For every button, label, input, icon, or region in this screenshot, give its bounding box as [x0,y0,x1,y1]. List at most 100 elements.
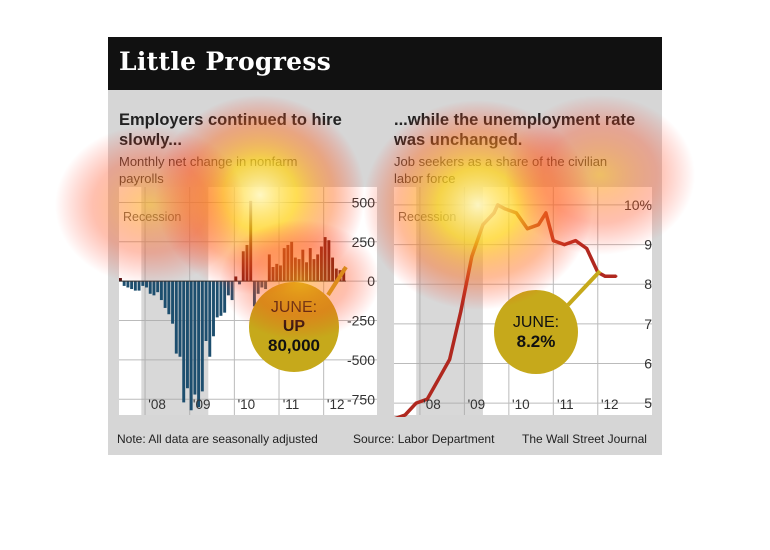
payroll-bar [308,248,312,282]
payroll-bar [189,281,193,411]
right-x-tick-label: '09 [468,397,486,412]
unemployment-point [574,239,577,242]
payroll-bar [193,281,197,395]
left-x-tick-label: '12 [327,397,345,412]
left-subhead: Monthly net change in nonfarm payrolls [119,154,298,186]
payroll-bar [256,281,260,294]
payroll-bar [152,281,156,296]
payroll-bar [126,281,130,288]
payrolls-chart: 500 250 0 -250 -500 -750 '08 '09 '10 '11 '12 Reces… [119,187,377,415]
payroll-bar [122,281,126,286]
unemployment-point [563,243,566,246]
left-callout-line-3: 80,000 [268,336,320,355]
right-headline: ...while the unemployment rate was uncha… [394,110,654,150]
unemployment-point [492,211,496,215]
payroll-bar [241,251,245,282]
right-recession-label: Recession [398,210,456,224]
left-y-tick-label: 0 [367,273,375,289]
right-y-tick-label: 5 [644,395,652,411]
payroll-bar [200,281,204,392]
left-y-tick-label: -750 [347,391,375,407]
payroll-bar [267,254,271,282]
left-y-tick-label: 500 [352,194,376,210]
unemployment-point [592,263,596,266]
title-bar: Little Progress [108,37,662,90]
payroll-bar [279,265,282,282]
payroll-bar [245,244,249,282]
unemployment-point [481,223,485,226]
payroll-bar [286,244,290,282]
right-headline-emphasis: unchanged. [429,131,523,149]
payroll-bar [185,281,189,389]
payroll-bar [145,281,148,288]
payroll-bar [133,281,137,291]
left-callout-line-1: JUNE: [271,299,317,316]
left-x-tick-label: '08 [148,397,166,412]
right-callout-line-2: 8.2% [517,332,556,351]
right-x-tick-label: '12 [601,397,619,412]
payroll-bar [327,240,331,282]
payroll-bar [167,281,171,315]
unemployment-point [426,397,429,401]
payroll-bar [141,281,145,286]
right-subhead: Job seekers as a share of the civilian l… [394,154,608,186]
payroll-bar [148,281,152,294]
unemployment-chart: 10% 9 8 7 6 5 '08 '09 '10 '11 '12 Recession JUNE: … [394,187,652,417]
payroll-bar [197,281,201,408]
payroll-bar [301,249,305,282]
payroll-bar [230,281,234,301]
left-y-tick-label: 250 [352,234,376,250]
payroll-bar [226,281,230,296]
payroll-bar [204,281,208,341]
payroll-bar [234,276,238,282]
right-callout-bubble [494,290,578,374]
left-headline: Employers continued to hire slowly... [119,111,342,149]
payroll-bar [260,281,264,288]
left-x-tick-label: '09 [193,397,211,412]
right-x-tick-label: '08 [423,397,441,412]
unemployment-point [544,211,548,215]
figure: Little Progress Employers continued to h… [108,37,662,455]
payroll-bar [249,200,253,282]
unemployment-point [611,275,614,278]
footer-note: Note: All data are seasonally adjusted [117,432,318,446]
unemployment-point [459,310,462,314]
unemployment-point [503,207,507,211]
unemployment-point [415,401,418,405]
unemployment-point [603,275,607,278]
left-recession-label: Recession [123,210,181,224]
unemployment-point [552,239,555,242]
unemployment-point [470,255,474,258]
left-y-tick-label: -500 [347,352,375,368]
payroll-bar [156,281,160,293]
payroll-bar [319,246,323,282]
payroll-bar [212,281,215,337]
unemployment-point [403,413,407,417]
unemployment-point [437,378,440,381]
right-y-tick-label: 10% [624,197,652,213]
payroll-bar [305,262,308,282]
payroll-bar [252,281,256,307]
unemployment-point [537,223,540,226]
payroll-bar [159,281,163,301]
payroll-bar [316,254,320,282]
unemployment-point [585,247,588,250]
right-y-tick-label: 7 [644,316,652,332]
payroll-bar [323,237,327,282]
right-y-tick-label: 9 [644,237,652,253]
payroll-bar [219,281,223,316]
right-y-tick-label: 6 [644,355,652,371]
payroll-bar [297,259,301,282]
payroll-bar [293,257,297,282]
payroll-bar [264,281,268,290]
payroll-bar [271,267,275,282]
payroll-bar [208,281,212,357]
footer-credit: The Wall Street Journal [522,432,647,446]
unemployment-point [448,358,451,361]
payroll-bar [215,281,219,318]
footer-source: Source: Labor Department [353,432,495,446]
left-callout-line-2: UP [283,318,306,335]
payroll-bar [163,281,167,308]
payroll-bar [130,281,134,290]
right-callout-line-1: JUNE: [513,314,559,331]
